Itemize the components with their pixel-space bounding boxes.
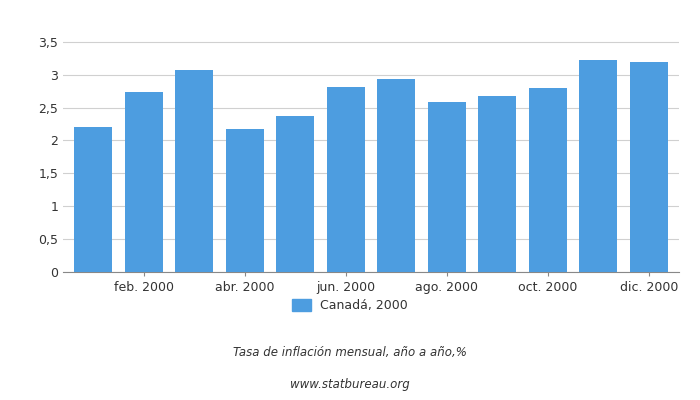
Bar bbox=[125, 92, 162, 272]
Bar bbox=[630, 62, 668, 272]
Legend: Canadá, 2000: Canadá, 2000 bbox=[287, 294, 413, 317]
Bar bbox=[276, 116, 314, 272]
Bar bbox=[327, 87, 365, 272]
Bar bbox=[428, 102, 466, 272]
Bar bbox=[175, 70, 214, 272]
Bar bbox=[580, 60, 617, 272]
Bar bbox=[74, 127, 112, 272]
Bar bbox=[528, 88, 567, 272]
Bar bbox=[377, 79, 415, 272]
Text: www.statbureau.org: www.statbureau.org bbox=[290, 378, 410, 391]
Text: Tasa de inflación mensual, año a año,%: Tasa de inflación mensual, año a año,% bbox=[233, 346, 467, 359]
Bar bbox=[478, 96, 516, 272]
Bar bbox=[226, 129, 264, 272]
